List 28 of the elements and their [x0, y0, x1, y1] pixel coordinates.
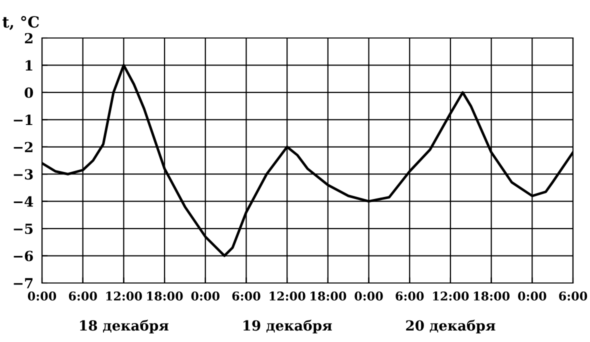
x-tick-label: 6:00: [396, 292, 424, 301]
text: 19 декабря: [244, 320, 332, 334]
x-tick-label: 12:00: [106, 292, 142, 301]
y-tick-label: −4: [14, 196, 34, 207]
y-tick-label: −2: [14, 142, 32, 152]
text: 20 декабря: [406, 320, 496, 334]
y-tick-label: 2: [24, 32, 32, 44]
y-tick-label: −7: [14, 278, 33, 288]
text: 18 декабря: [80, 320, 168, 334]
x-tick-label: 12:00: [270, 292, 306, 301]
y-tick-label: 0: [24, 87, 34, 98]
x-tick-label: 6:00: [559, 292, 588, 301]
x-tick-label: 6:00: [232, 292, 260, 301]
x-tick-label: 18:00: [310, 292, 346, 301]
x-tick-label: 0:00: [28, 292, 56, 301]
x-tick-label: 6:00: [68, 292, 97, 301]
x-tick-label: 18:00: [474, 292, 510, 301]
y-tick-label: −5: [14, 224, 33, 234]
y-tick-label: −3: [14, 169, 33, 180]
x-tick-label: 18:00: [147, 292, 183, 301]
y-tick-label: 1: [26, 60, 32, 70]
x-tick-label: 0:00: [191, 292, 220, 301]
y-tick-label: −6: [14, 250, 33, 262]
x-tick-label: 0:00: [354, 292, 383, 301]
y-tick-label: −1: [14, 114, 32, 125]
y-axis-title: t, °C: [2, 16, 39, 30]
x-tick-label: 12:00: [433, 292, 469, 301]
x-tick-label: 0:00: [518, 292, 546, 301]
